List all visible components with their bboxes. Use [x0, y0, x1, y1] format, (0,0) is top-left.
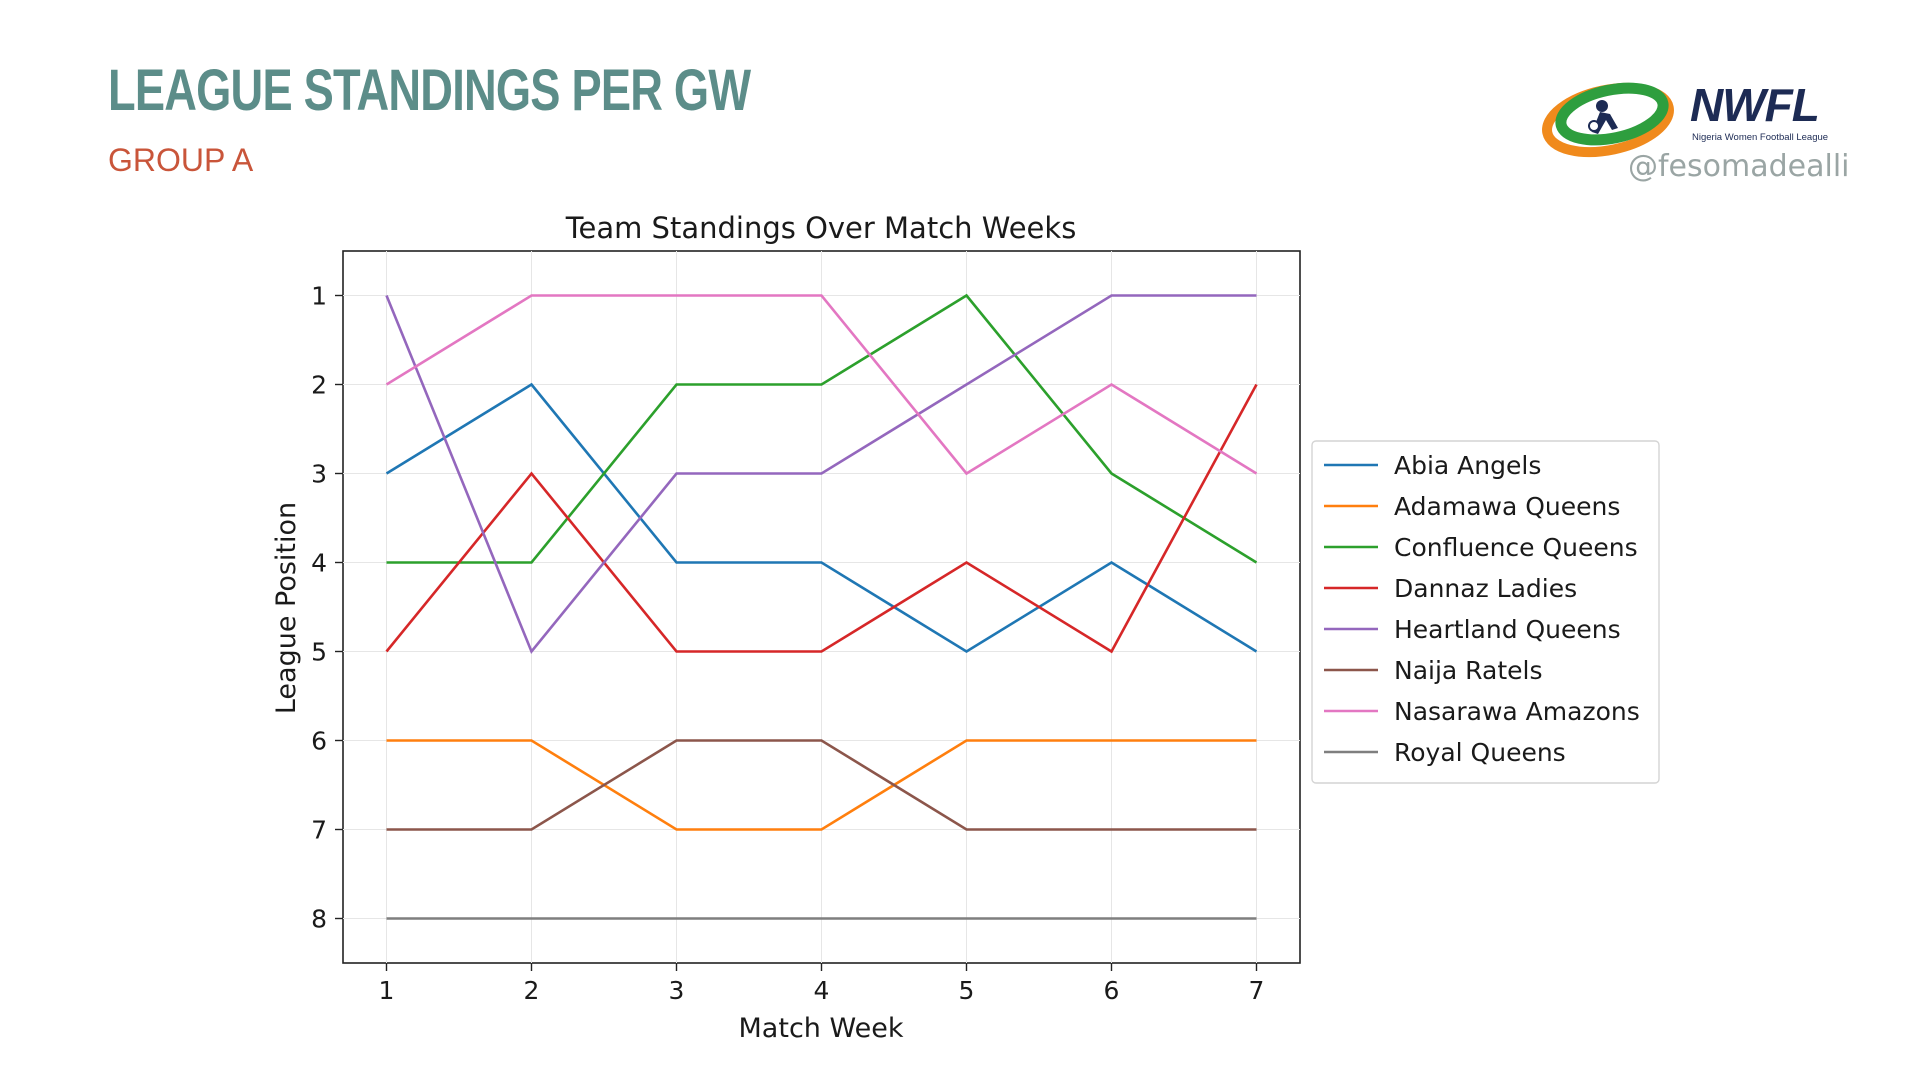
page-subtitle: GROUP A	[108, 142, 254, 178]
y-axis-label: League Position	[271, 502, 302, 714]
series-line-dannaz-ladies	[385, 383, 1258, 654]
nwfl-logo: NWFL Nigeria Women Football League	[1540, 78, 1880, 198]
y-tick-label: 7	[311, 816, 327, 845]
x-tick-label: 6	[1104, 976, 1120, 1005]
y-tick-label: 8	[311, 905, 327, 934]
legend-entry: Nasarawa Amazons	[1394, 697, 1640, 726]
series-line-nasarawa-amazons	[385, 294, 1258, 476]
x-tick-label: 7	[1249, 976, 1265, 1005]
series-line-adamawa-queens	[386, 739, 1257, 831]
series-line-abia-angels	[385, 382, 1258, 654]
legend-entry: Royal Queens	[1394, 738, 1566, 767]
y-tick-label: 4	[311, 549, 327, 578]
logo-tagline: Nigeria Women Football League	[1692, 132, 1829, 143]
logo-wordmark: NWFL	[1690, 79, 1820, 131]
football-player-swoosh-icon	[1542, 82, 1674, 158]
axis-ticks: 1 2 3 4 5 6 7 1 2 3 4 5 6 7 8	[311, 282, 1264, 1006]
legend-box	[1311, 440, 1660, 784]
page-title: LEAGUE STANDINGS PER GW	[108, 58, 751, 123]
series-line-confluence-queens	[386, 293, 1258, 564]
series-lines	[385, 293, 1258, 920]
legend-entry: Adamawa Queens	[1394, 492, 1620, 521]
legend-entry: Naija Ratels	[1394, 656, 1542, 685]
legend-entry: Heartland Queens	[1394, 615, 1621, 644]
legend-entry: Dannaz Ladies	[1394, 574, 1577, 603]
chart-legend: Abia Angels Adamawa Queens Confluence Quee…	[1311, 440, 1660, 784]
x-tick-label: 3	[669, 976, 685, 1005]
y-tick-label: 1	[311, 282, 327, 311]
x-axis-label: Match Week	[739, 1013, 904, 1044]
y-tick-label: 5	[311, 638, 327, 667]
y-tick-label: 2	[311, 371, 327, 400]
x-tick-label: 1	[379, 976, 395, 1005]
series-line-heartland-queens	[385, 294, 1257, 655]
x-tick-label: 5	[959, 976, 975, 1005]
legend-entry: Confluence Queens	[1394, 533, 1638, 562]
x-tick-label: 4	[814, 976, 830, 1005]
y-tick-label: 3	[311, 460, 327, 489]
series-line-naija-ratels	[386, 739, 1257, 831]
author-handle: @fesomadealli	[1628, 149, 1850, 184]
x-tick-label: 2	[524, 976, 540, 1005]
chart-title: Team Standings Over Match Weeks	[565, 211, 1077, 245]
legend-entry: Abia Angels	[1394, 451, 1541, 480]
y-tick-label: 6	[311, 727, 327, 756]
